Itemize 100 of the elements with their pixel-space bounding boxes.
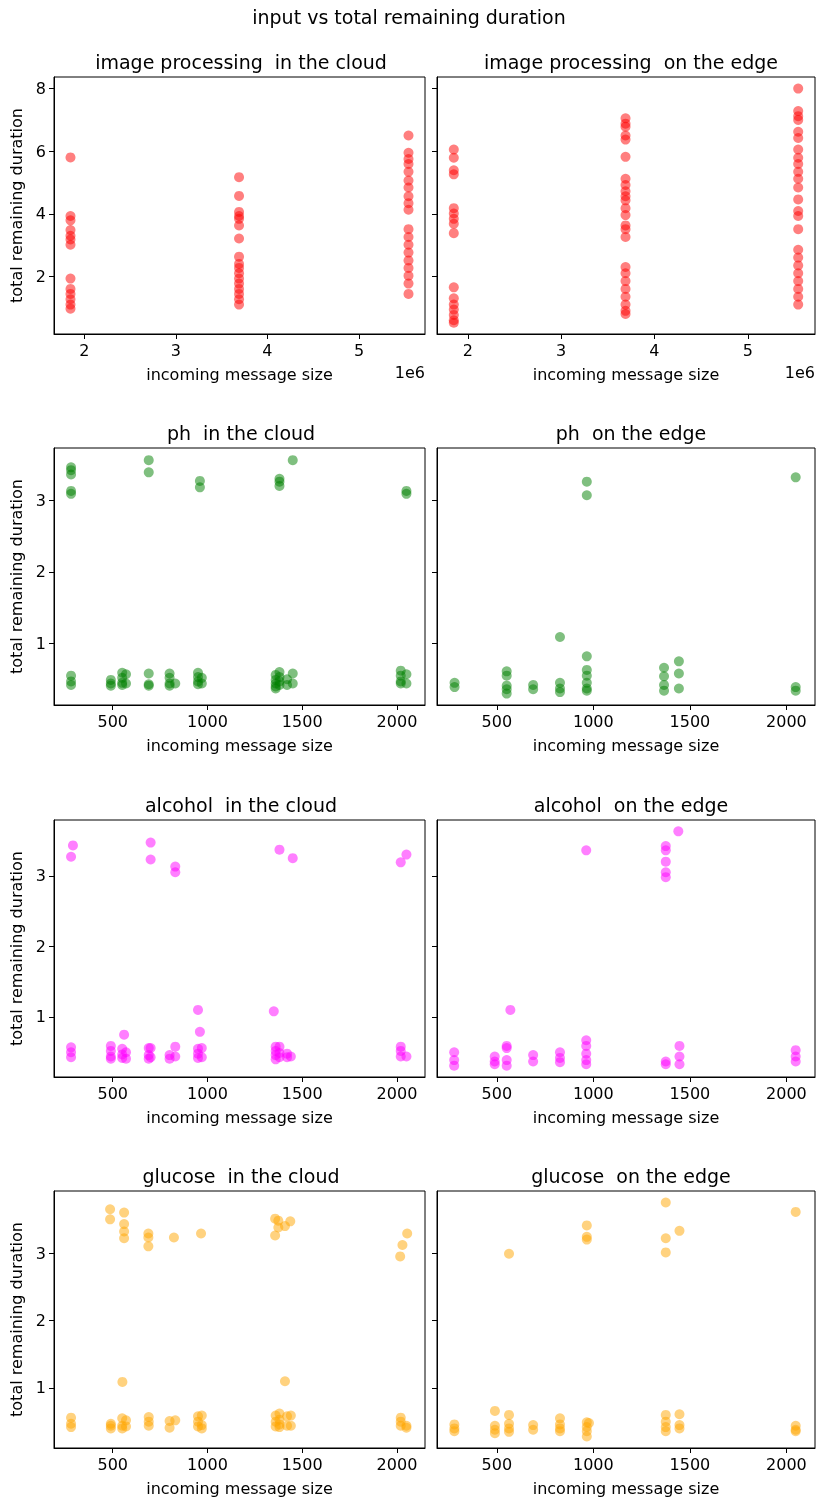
chart-title: image processing on the edge <box>483 50 779 73</box>
x-tick-label: 4 <box>649 340 660 360</box>
point <box>268 1006 279 1017</box>
chart-title: glucose in the cloud <box>142 1164 340 1187</box>
point <box>674 1040 685 1051</box>
chart-title: ph in the cloud <box>166 421 316 444</box>
point <box>660 1233 671 1244</box>
y-tick-label: 2 <box>35 562 46 582</box>
point <box>403 288 414 299</box>
x-axis-title: incoming message size <box>532 1478 720 1498</box>
x-tick-label: 1000 <box>187 1083 228 1103</box>
point <box>528 1424 539 1435</box>
point <box>501 670 512 681</box>
x-tick-label: 2000 <box>376 1454 418 1474</box>
point <box>660 1426 671 1437</box>
point <box>194 1026 205 1037</box>
x-tick-label: 1500 <box>669 1083 711 1103</box>
point <box>673 668 684 679</box>
x-tick-label: 500 <box>481 1454 513 1474</box>
point <box>554 1057 565 1068</box>
point <box>143 467 154 478</box>
x-axis-title: incoming message size <box>146 1478 333 1498</box>
point <box>504 1248 515 1259</box>
x-tick-label: 1000 <box>187 711 228 731</box>
x-tick-label: 4 <box>262 340 273 360</box>
x-tick-label: 1000 <box>573 1083 614 1103</box>
x-tick-label: 2000 <box>766 1454 807 1474</box>
point <box>170 1041 181 1052</box>
y-tick-label: 2 <box>35 1311 46 1331</box>
point <box>554 687 565 698</box>
point <box>403 130 414 141</box>
point <box>194 482 205 493</box>
x-tick-label: 1500 <box>281 1083 323 1103</box>
point <box>121 669 131 680</box>
point <box>65 273 76 284</box>
x-axis-title: incoming message size <box>532 735 720 755</box>
point <box>403 204 414 215</box>
point <box>274 844 285 855</box>
point <box>401 669 412 680</box>
x-axis-title: incoming message size <box>532 1107 720 1127</box>
point <box>528 684 539 695</box>
x-tick-label: 5 <box>742 340 753 360</box>
x-tick-label: 2000 <box>376 1083 418 1103</box>
point <box>449 1060 460 1071</box>
point <box>287 853 298 864</box>
point <box>66 469 77 480</box>
point <box>674 1409 685 1420</box>
y-tick-label: 2 <box>35 936 46 956</box>
x-tick-label: 1500 <box>669 1454 711 1474</box>
x-tick-label: 2000 <box>376 711 418 731</box>
point <box>67 840 78 851</box>
point <box>581 1040 592 1051</box>
x-tick-label: 3 <box>170 340 181 360</box>
text: 1e6 <box>784 362 815 382</box>
x-tick-label: 500 <box>97 1454 129 1474</box>
point <box>660 845 671 856</box>
chart-title: ph on the edge <box>555 421 707 444</box>
y-axis-title: total remaining duration <box>6 1222 26 1417</box>
point <box>581 490 592 501</box>
point <box>790 1206 801 1217</box>
point <box>673 683 684 694</box>
x-tick-label: 2000 <box>766 1083 807 1103</box>
point <box>674 1225 685 1236</box>
y-axis-title: total remaining duration <box>6 851 26 1046</box>
point <box>274 480 285 491</box>
point <box>790 1056 801 1067</box>
point <box>581 845 592 856</box>
chart-title: alcohol in the cloud <box>144 793 338 816</box>
point <box>287 668 298 679</box>
y-tick-label: 6 <box>35 141 46 161</box>
point <box>673 826 684 837</box>
point <box>65 239 76 250</box>
y-tick-label: 4 <box>35 204 46 224</box>
point <box>234 172 245 183</box>
point <box>234 220 245 231</box>
y-axis-title: total remaining duration <box>6 108 26 303</box>
y-tick-label: 3 <box>35 866 46 886</box>
point <box>581 1220 592 1231</box>
point <box>196 1052 207 1063</box>
point <box>660 856 671 867</box>
point <box>554 631 565 642</box>
point <box>403 278 414 289</box>
chart-title: alcohol on the edge <box>533 793 729 816</box>
x-tick-label: 500 <box>481 1083 513 1103</box>
point <box>234 233 245 244</box>
point <box>581 476 592 487</box>
x-tick-label: 1000 <box>187 1454 228 1474</box>
point <box>65 152 76 163</box>
point <box>234 299 245 310</box>
point <box>196 1043 207 1054</box>
chart-title: glucose on the edge <box>531 1164 731 1187</box>
point <box>170 678 181 689</box>
text: input vs total remaining duration <box>251 6 567 28</box>
y-tick-label: 1 <box>35 1378 46 1398</box>
point <box>395 857 406 868</box>
y-tick-label: 3 <box>35 1243 46 1263</box>
point <box>196 678 207 689</box>
point <box>170 867 181 878</box>
point <box>287 678 298 689</box>
x-tick-label: 500 <box>97 1083 129 1103</box>
